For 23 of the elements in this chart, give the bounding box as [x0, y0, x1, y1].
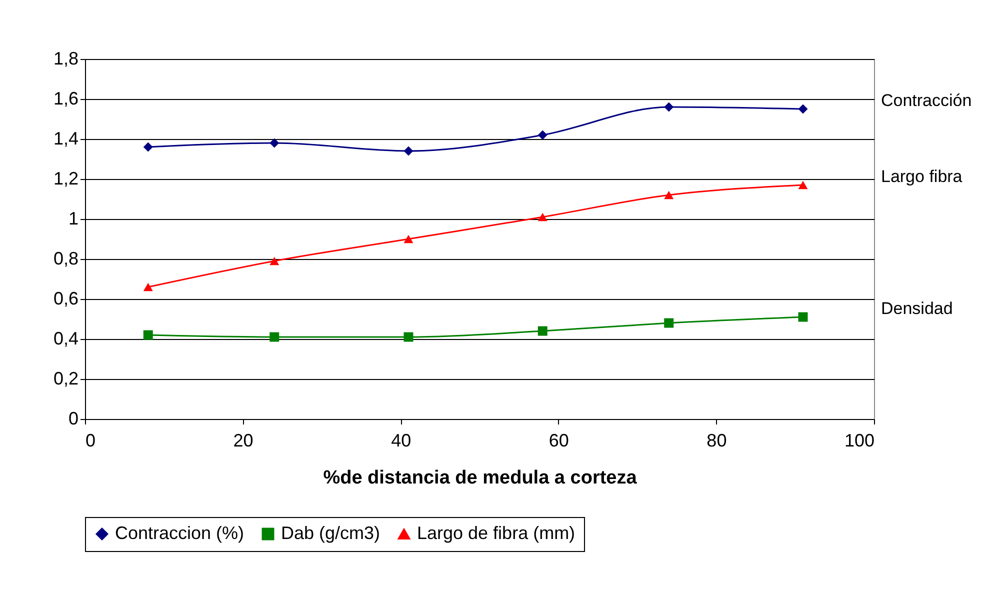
y-tick-label: 0,2 [53, 368, 78, 388]
y-tick-label: 1,2 [53, 168, 78, 188]
text: Densidad [880, 299, 953, 318]
x-tick-label: 100 [844, 430, 874, 450]
x-tick-label: 60 [548, 430, 569, 450]
y-tick-label: 1,8 [53, 48, 78, 68]
y-tick-label: 0,8 [53, 248, 78, 268]
x-tick-label: 20 [233, 430, 254, 450]
x-tick-label: 80 [706, 430, 727, 450]
y-tick-label: 1 [68, 208, 78, 228]
legend-label: Contraccion (%) [115, 523, 244, 543]
y-tick-label: 0,4 [53, 328, 78, 348]
y-tick-label: 0,6 [53, 288, 78, 308]
x-tick-label: 0 [86, 430, 96, 450]
x-axis-title: %de distancia de medula a corteza [323, 468, 638, 488]
y-tick-label: 0 [68, 408, 78, 428]
legend-label: Largo de fibra (mm) [417, 523, 576, 543]
x-tick-label: 40 [391, 430, 412, 450]
y-tick-label: 1,6 [53, 88, 78, 108]
text: Largo fibra [880, 167, 963, 186]
text: Contracción [880, 91, 972, 110]
legend-label: Dab (g/cm3) [281, 523, 380, 543]
y-tick-label: 1,4 [53, 128, 78, 148]
